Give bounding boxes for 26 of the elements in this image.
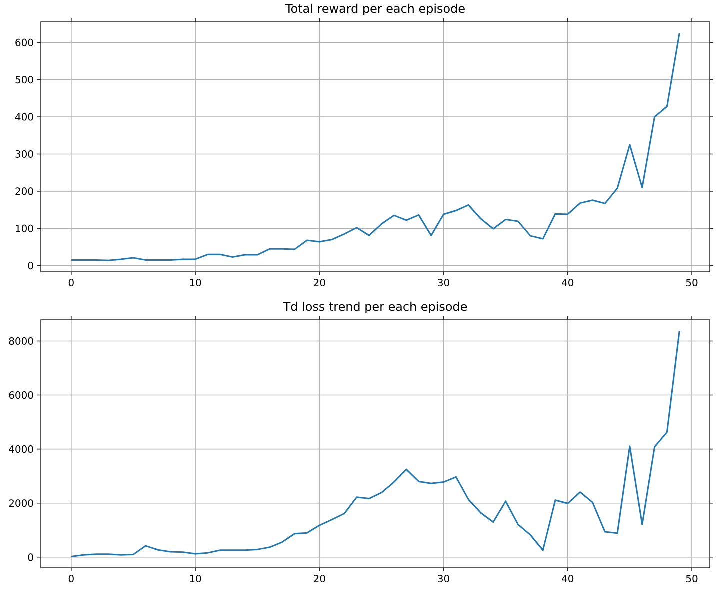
x-tick-label: 50: [686, 278, 698, 287]
x-tick-label: 0: [68, 278, 74, 287]
y-tick-label: 0: [28, 554, 34, 562]
y-tick-label: 300: [16, 150, 34, 158]
x-tick-label: 0: [68, 574, 74, 583]
y-tick-label: 8000: [9, 337, 34, 346]
y-tick-label: 4000: [9, 446, 34, 454]
x-tick-label: 30: [438, 278, 450, 287]
y-tick-label: 400: [15, 113, 34, 121]
y-tick-label: 0: [28, 262, 34, 270]
y-tick-label: 600: [16, 38, 34, 46]
x-tick-label: 20: [314, 574, 326, 583]
x-tick-label: 30: [438, 574, 450, 583]
y-tick-label: 200: [16, 188, 34, 196]
chart-title: Total reward per each episode: [285, 4, 465, 16]
x-tick-label: 10: [190, 278, 202, 287]
x-tick-label: 40: [562, 278, 574, 287]
x-tick-label: 10: [190, 574, 202, 583]
x-tick-label: 50: [686, 574, 698, 583]
chart-title: Td loss trend per each episode: [283, 302, 468, 314]
y-tick-label: 6000: [9, 392, 34, 400]
x-tick-label: 40: [562, 574, 574, 583]
x-tick-label: 20: [314, 278, 326, 287]
y-tick-label: 2000: [9, 500, 34, 508]
y-tick-label: 100: [16, 224, 34, 232]
y-tick-label: 500: [16, 76, 34, 84]
